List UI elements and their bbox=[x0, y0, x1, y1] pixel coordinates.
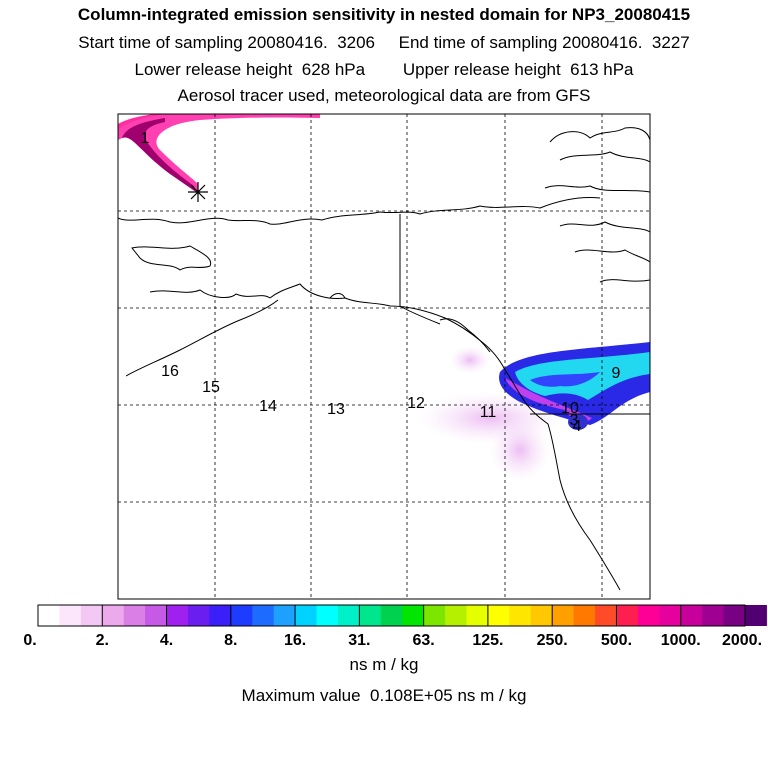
end-time-label: End time of sampling 20080416. 3227 bbox=[398, 33, 690, 52]
colorbar-tick-label: 2000. bbox=[722, 632, 762, 649]
day-label-1: 1 bbox=[141, 130, 150, 147]
sensitivity-haze-north bbox=[450, 346, 490, 374]
day-label-13: 13 bbox=[327, 401, 345, 418]
colorbar-swatch bbox=[145, 605, 168, 626]
day-label-3: 3 bbox=[570, 412, 579, 429]
colorbar-swatch bbox=[402, 605, 425, 626]
colorbar-tick-label: 16. bbox=[284, 632, 306, 649]
colorbar-swatch bbox=[102, 605, 125, 626]
plume-northwest-band bbox=[118, 114, 320, 194]
colorbar-swatch bbox=[59, 605, 82, 626]
colorbar-tick-label: 250. bbox=[537, 632, 568, 649]
colorbar-units: ns m / kg bbox=[349, 655, 419, 674]
colorbar-swatch bbox=[123, 605, 146, 626]
colorbar-swatch bbox=[702, 605, 725, 626]
lower-release-label: Lower release height 628 hPa bbox=[134, 60, 366, 79]
map-frame bbox=[117, 113, 651, 600]
colorbar-swatch bbox=[487, 605, 510, 626]
borders bbox=[399, 214, 650, 415]
maximum-value: Maximum value 0.108E+05 ns m / kg bbox=[241, 686, 527, 705]
colorbar-swatch bbox=[637, 605, 660, 626]
colorbar-tick-label: 1000. bbox=[661, 632, 701, 649]
colorbar-swatch bbox=[166, 605, 189, 626]
colorbar-swatch bbox=[530, 605, 553, 626]
colorbar-swatch bbox=[509, 605, 532, 626]
plume-northwest-core bbox=[122, 118, 196, 192]
colorbar-swatch bbox=[230, 605, 253, 626]
lat-lon-grid bbox=[118, 114, 650, 599]
start-time-label: Start time of sampling 20080416. 3206 bbox=[78, 33, 376, 52]
colorbar-tick-label: 2. bbox=[96, 632, 109, 649]
colorbar-tick-label: 125. bbox=[472, 632, 503, 649]
colorbar-swatch bbox=[359, 605, 382, 626]
colorbar-swatch bbox=[80, 605, 103, 626]
day-label-14: 14 bbox=[259, 398, 277, 415]
release-heights: Lower release height 628 hPa Upper relea… bbox=[0, 60, 768, 80]
coastlines bbox=[118, 127, 650, 591]
colorbar-tick-label: 0. bbox=[23, 632, 36, 649]
day-label-4: 4 bbox=[573, 418, 582, 435]
day-label-16: 16 bbox=[161, 363, 179, 380]
colorbar-tick-label: 4. bbox=[160, 632, 173, 649]
plume-east-core bbox=[530, 372, 600, 387]
colorbar-swatch bbox=[680, 605, 703, 626]
colorbar-swatch bbox=[295, 605, 318, 626]
plume-east-magenta bbox=[505, 378, 592, 422]
colorbar-tick-label: 63. bbox=[413, 632, 435, 649]
tracer-info: Aerosol tracer used, meteorological data… bbox=[177, 86, 591, 105]
colorbar-swatch bbox=[595, 605, 617, 626]
colorbar-swatch bbox=[616, 605, 639, 626]
colorbar-frame bbox=[37, 604, 746, 627]
colorbar-swatch bbox=[316, 605, 339, 626]
colorbar-tick-label: 8. bbox=[224, 632, 237, 649]
day-label-11: 11 bbox=[480, 404, 497, 421]
colorbar-swatch bbox=[337, 605, 360, 626]
day-label-10: 10 bbox=[561, 400, 579, 417]
colorbar-tick-label: 31. bbox=[348, 632, 370, 649]
colorbar-tick-label: 500. bbox=[601, 632, 632, 649]
plot-title: Column-integrated emission sensitivity i… bbox=[77, 5, 691, 24]
colorbar-swatch bbox=[552, 605, 575, 626]
colorbar-swatch bbox=[445, 605, 467, 626]
colorbar-swatch bbox=[209, 605, 232, 626]
day-label-15: 15 bbox=[202, 379, 220, 396]
colorbar-swatch bbox=[659, 605, 682, 626]
colorbar-swatch bbox=[723, 605, 746, 626]
colorbar-swatch bbox=[423, 605, 446, 626]
colorbar-swatch bbox=[187, 605, 210, 626]
colorbar-swatch bbox=[273, 605, 296, 626]
sampling-times: Start time of sampling 20080416. 3206 En… bbox=[0, 33, 768, 53]
colorbar-swatch bbox=[745, 605, 767, 626]
plume-coast bbox=[568, 414, 588, 430]
colorbar-swatch bbox=[38, 605, 60, 626]
star-icon bbox=[188, 182, 208, 202]
day-label-12: 12 bbox=[407, 395, 425, 412]
colorbar-swatch bbox=[466, 605, 489, 626]
upper-release-label: Upper release height 613 hPa bbox=[402, 60, 634, 79]
colorbar-swatch bbox=[573, 605, 596, 626]
colorbar-swatch bbox=[380, 605, 403, 626]
colorbar-swatch bbox=[252, 605, 275, 626]
day-label-9: 9 bbox=[612, 365, 621, 382]
